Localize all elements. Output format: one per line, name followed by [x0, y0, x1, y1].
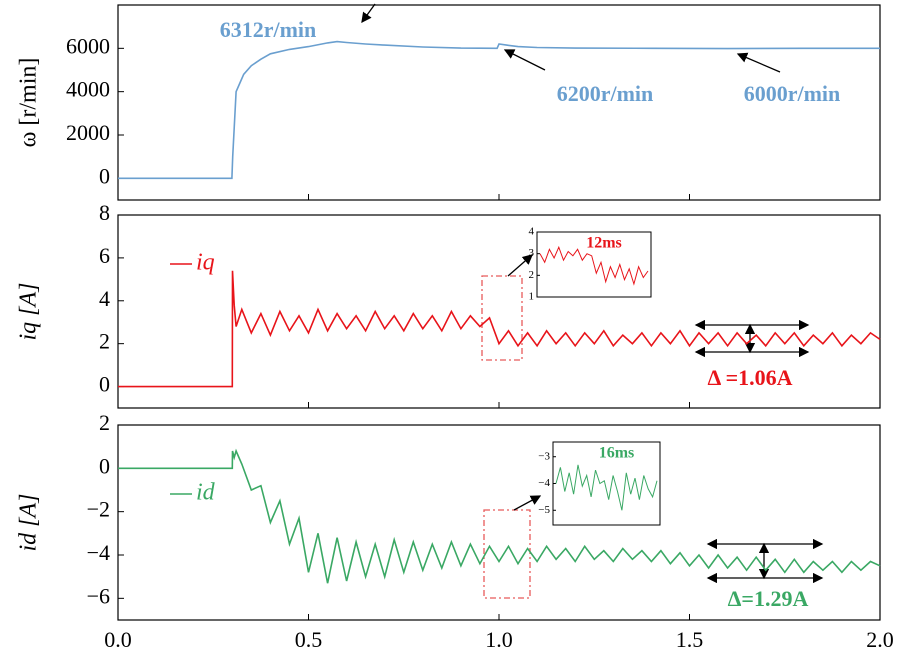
- x-tick-label: 0.0: [104, 627, 132, 652]
- y-tick-label: −6: [87, 583, 110, 608]
- y-tick-label: 6000: [66, 33, 110, 58]
- inset-y-tick-label: 2: [529, 269, 535, 281]
- inset-y-tick-label: −4: [538, 477, 550, 489]
- data-line: [118, 40, 880, 180]
- y-tick-label: 2: [99, 329, 110, 354]
- inset-frame: [536, 231, 652, 298]
- y-tick-label: −2: [87, 497, 110, 522]
- y-tick-label: 2: [99, 410, 110, 435]
- inset-line: [539, 245, 649, 286]
- y-tick-label: 4: [99, 286, 110, 311]
- x-tick-label: 2.0: [866, 627, 894, 652]
- annotation: 6000r/min: [744, 81, 841, 106]
- annotation: 6312r/min: [220, 17, 317, 42]
- inset-y-tick-label: 3: [529, 247, 535, 259]
- y-tick-label: 4000: [66, 77, 110, 102]
- data-line: [118, 270, 881, 388]
- annotation: Δ=1.29A: [728, 586, 809, 611]
- x-tick-label: 1.5: [676, 627, 704, 652]
- x-tick-label: 0.5: [295, 627, 323, 652]
- x-tick-label: 1.0: [485, 627, 513, 652]
- y-tick-label: 0: [99, 372, 110, 397]
- y-tick-label: 0: [99, 163, 110, 188]
- legend-label: iq: [196, 250, 215, 276]
- inset-y-tick-label: 1: [529, 291, 535, 303]
- y-tick-label: −4: [87, 540, 110, 565]
- inset-annotation: 12ms: [586, 235, 622, 252]
- legend-label: id: [196, 480, 216, 506]
- annotation: 6200r/min: [557, 81, 654, 106]
- data-line: [118, 448, 881, 584]
- y-tick-label: 8: [99, 200, 110, 225]
- y-axis-label: ω [r/min]: [16, 58, 42, 148]
- y-tick-label: 0: [99, 453, 110, 478]
- inset-y-tick-label: 4: [529, 226, 535, 238]
- y-axis-label: iq [A]: [16, 282, 42, 340]
- y-axis-label: id [A]: [16, 493, 42, 551]
- inset-y-tick-label: −5: [538, 504, 550, 516]
- decorations: [361, 3, 824, 599]
- inset-annotation: 16ms: [599, 445, 635, 462]
- y-tick-label: 2000: [66, 120, 110, 145]
- y-tick-label: 6: [99, 243, 110, 268]
- annotation: Δ =1.06A: [707, 365, 792, 390]
- inset-y-tick-label: −3: [538, 450, 550, 462]
- inset-line: [555, 464, 658, 511]
